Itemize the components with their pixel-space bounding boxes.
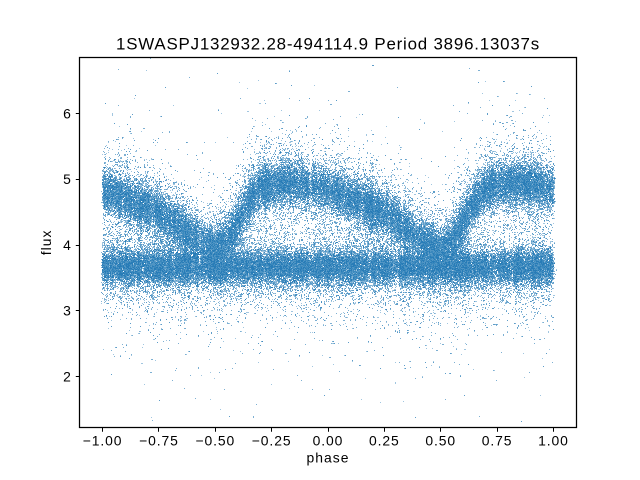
svg-text:0.50: 0.50 — [425, 433, 456, 449]
svg-text:flux: flux — [38, 230, 54, 256]
svg-text:0.75: 0.75 — [482, 433, 513, 449]
svg-text:−0.50: −0.50 — [195, 433, 235, 449]
svg-text:−0.25: −0.25 — [252, 433, 292, 449]
svg-text:−0.75: −0.75 — [139, 433, 179, 449]
svg-text:0.00: 0.00 — [313, 433, 344, 449]
svg-text:4: 4 — [63, 237, 71, 253]
svg-text:6: 6 — [63, 105, 71, 121]
svg-text:phase: phase — [306, 449, 349, 465]
svg-text:1SWASPJ132932.28-494114.9 Peri: 1SWASPJ132932.28-494114.9 Period 3896.13… — [116, 34, 540, 53]
svg-text:0.25: 0.25 — [369, 433, 400, 449]
svg-text:1.00: 1.00 — [538, 433, 569, 449]
svg-text:5: 5 — [63, 171, 71, 187]
svg-text:3: 3 — [63, 303, 71, 319]
svg-text:2: 2 — [63, 369, 71, 385]
svg-text:−1.00: −1.00 — [83, 433, 123, 449]
